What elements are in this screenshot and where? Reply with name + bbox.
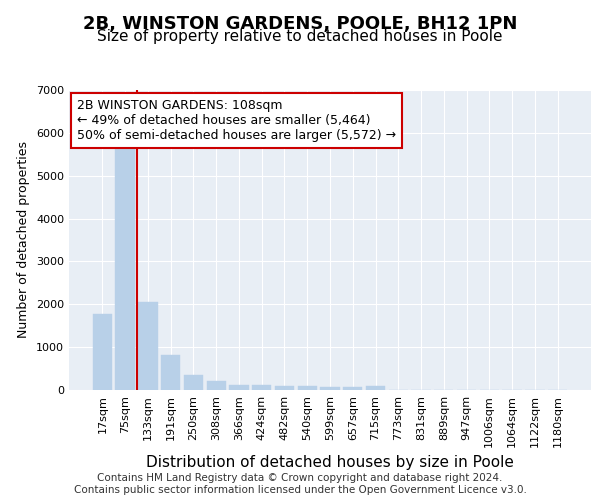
X-axis label: Distribution of detached houses by size in Poole: Distribution of detached houses by size … (146, 455, 514, 470)
Bar (366, 386, 385, 390)
Bar (206, 380, 226, 390)
Bar (184, 374, 203, 390)
Bar (298, 386, 317, 390)
Bar (93, 314, 112, 390)
Text: Contains HM Land Registry data © Crown copyright and database right 2024.
Contai: Contains HM Land Registry data © Crown c… (74, 474, 526, 495)
Text: Size of property relative to detached houses in Poole: Size of property relative to detached ho… (97, 29, 503, 44)
Y-axis label: Number of detached properties: Number of detached properties (17, 142, 31, 338)
Bar (229, 385, 248, 390)
Bar (275, 386, 294, 390)
Bar (252, 386, 271, 390)
Bar (343, 387, 362, 390)
Text: 2B WINSTON GARDENS: 108sqm
← 49% of detached houses are smaller (5,464)
50% of s: 2B WINSTON GARDENS: 108sqm ← 49% of deta… (77, 99, 396, 142)
Bar (138, 302, 158, 390)
Bar (161, 355, 181, 390)
Bar (320, 386, 340, 390)
Bar (115, 144, 135, 390)
Text: 2B, WINSTON GARDENS, POOLE, BH12 1PN: 2B, WINSTON GARDENS, POOLE, BH12 1PN (83, 15, 517, 33)
